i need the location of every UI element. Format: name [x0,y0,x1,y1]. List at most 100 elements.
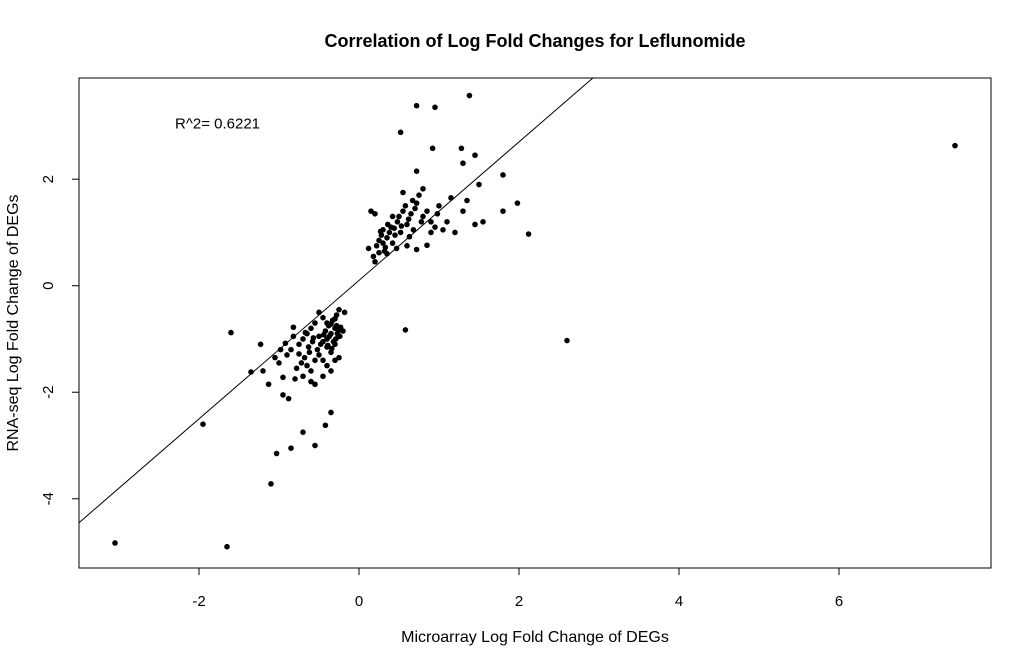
data-point [326,333,333,340]
data-point [428,219,434,225]
data-point [112,540,118,546]
data-point [460,160,466,167]
data-point [448,195,454,201]
data-point [372,258,378,265]
data-point [296,351,302,357]
data-point [436,203,442,209]
data-point [380,240,386,246]
data-point [224,543,230,550]
data-point [404,221,410,228]
data-point [310,335,317,341]
data-point [288,445,294,451]
y-axis: -4 -2 0 2 [40,175,79,505]
data-point [272,354,278,361]
data-point [368,208,374,214]
data-point [322,422,329,429]
data-point [312,357,318,364]
points-layer [112,92,958,550]
data-point [372,211,378,217]
data-point [300,336,306,342]
data-point [306,349,313,356]
data-point [432,224,438,230]
data-point [316,333,322,340]
data-point [412,205,418,212]
data-point [337,333,343,340]
data-point [418,219,425,225]
data-point [394,219,401,225]
data-point [328,368,334,374]
data-point [393,245,400,252]
data-point [424,242,430,249]
data-point [370,253,377,260]
data-point [300,429,306,435]
data-point [333,336,339,342]
data-point [273,450,280,457]
regression-line [78,77,594,524]
x-tick-label: 6 [835,593,843,610]
data-point [290,333,297,340]
data-point [298,360,305,366]
data-point [405,216,412,222]
data-point [290,324,297,331]
data-point [500,172,506,178]
data-point [288,346,294,353]
data-point [376,237,382,244]
data-point [406,233,413,240]
data-point [410,226,417,233]
data-point [320,373,326,380]
data-point [413,246,420,253]
data-point [392,232,398,238]
data-point [444,219,450,225]
data-point [284,352,290,358]
data-point [324,362,330,369]
data-point [434,211,441,217]
data-point [328,409,334,416]
data-point [300,373,306,380]
data-point [464,197,470,204]
data-point [328,321,334,327]
data-point [248,369,254,375]
data-point [382,244,389,251]
data-point [428,229,434,236]
data-point [413,102,420,109]
data-point [416,192,422,198]
data-point [265,381,272,388]
data-point [268,481,274,487]
data-point [466,92,473,99]
data-point [304,362,310,369]
data-point [480,219,486,225]
data-point [377,228,384,235]
data-point [404,242,410,249]
y-tick-label: -2 [40,386,57,399]
x-tick-label: -2 [192,593,205,610]
data-point [376,249,382,256]
data-point [413,200,420,206]
data-point [400,189,406,196]
data-point [460,208,466,214]
chart-title: Correlation of Log Fold Changes for Lefl… [325,31,746,51]
x-tick-label: 4 [675,593,683,610]
data-point [321,331,327,338]
data-point [316,352,322,358]
data-point [420,185,426,192]
fit-line-layer [78,77,594,524]
data-point [320,357,326,364]
data-point [336,306,342,313]
x-axis: -2 0 2 4 6 [192,568,843,610]
y-tick-label: 2 [40,175,57,183]
data-point [409,197,416,204]
data-point [400,208,406,214]
data-point [320,314,326,321]
y-tick-label: 0 [40,282,57,290]
data-point [329,345,335,352]
data-point [500,208,506,214]
data-point [308,378,314,385]
data-point [317,341,324,348]
data-point [280,392,286,398]
data-point [341,309,348,316]
r-squared-annotation: R^2= 0.6221 [175,116,260,133]
data-point [458,145,465,152]
data-point [277,346,284,353]
data-point [332,315,338,322]
